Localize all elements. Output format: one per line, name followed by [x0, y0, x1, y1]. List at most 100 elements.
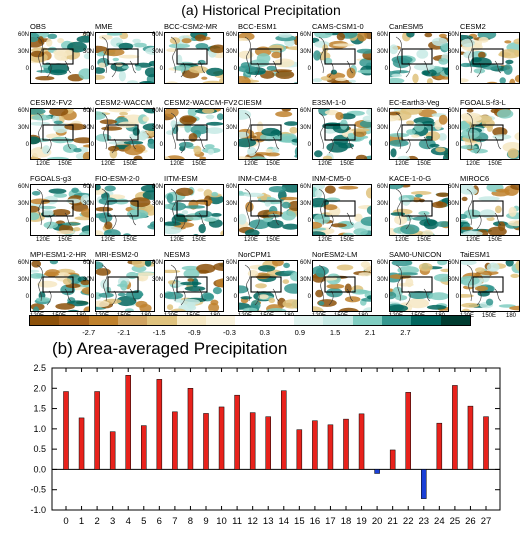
x-tick-label: 15: [294, 516, 305, 527]
map-panel: KACE-1-0-G 60N 30N 0 120E 150E: [377, 174, 449, 246]
latitude-label: 60N: [82, 260, 94, 266]
precipitation-map: [30, 260, 90, 312]
colorbar-segment: [323, 316, 353, 325]
averaging-box: [401, 124, 433, 141]
title-area-averaged-precipitation: (b) Area-averaged Precipitation: [52, 339, 288, 358]
latitude-label: 30N: [376, 201, 388, 207]
y-tick-label: 2.0: [33, 383, 46, 393]
longitude-label: 120E: [394, 237, 409, 243]
latitude-label: 30N: [376, 277, 388, 283]
latitude-label: 60N: [17, 108, 29, 114]
x-tick-label: 0: [63, 516, 68, 527]
latitude-label: 60N: [376, 108, 388, 114]
latitude-label: 0: [90, 294, 94, 300]
longitude-label: 150E: [265, 237, 280, 243]
map-panel: INM-CM5-0 60N 30N 0 120E 150E: [300, 174, 372, 246]
precipitation-map: [30, 32, 90, 84]
bar: [249, 412, 256, 470]
latitude-label: 60N: [447, 108, 459, 114]
averaging-box: [42, 48, 74, 65]
bar: [374, 469, 380, 474]
map-panel-label: MRI-ESM2-0: [95, 250, 139, 259]
latitude-label: 0: [159, 66, 163, 72]
latitude-label: 30N: [151, 201, 163, 207]
longitude-label: 150E: [416, 237, 431, 243]
averaging-box: [176, 48, 208, 65]
colorbar-segment: [264, 316, 294, 325]
latitude-label: 60N: [376, 32, 388, 38]
x-tick-label: 7: [172, 516, 177, 527]
longitude-label: 150E: [339, 237, 354, 243]
longitude-label: 120E: [465, 237, 480, 243]
latitude-label: 60N: [17, 184, 29, 190]
map-panel-label: TaiESM1: [460, 250, 491, 259]
longitude-label: 120E: [169, 161, 184, 167]
map-panel: FGOALS-g3 60N 30N 0 120E 150E: [18, 174, 90, 246]
y-tick-label: -0.5: [30, 485, 46, 495]
averaging-box: [107, 276, 139, 293]
latitude-label: 60N: [299, 32, 311, 38]
bar: [405, 392, 411, 470]
y-tick-label: 0.5: [33, 444, 46, 454]
bar: [141, 425, 147, 470]
map-panel-label: SAM0-UNICON: [389, 250, 442, 259]
x-tick-label: 11: [232, 516, 242, 527]
precipitation-map: [312, 260, 372, 312]
bar: [358, 413, 365, 470]
colorbar-segment: [30, 316, 60, 325]
precipitation-map: [95, 108, 155, 160]
bar: [312, 420, 318, 470]
map-panel: FGOALS-f3-L 60N 30N 0 120E 150E: [448, 98, 520, 170]
y-tick-label: 2.5: [33, 363, 46, 373]
map-panel-label: FGOALS-g3: [30, 174, 72, 183]
y-tick-label: 1.0: [33, 424, 46, 434]
colorbar-tick-label: 0.9: [294, 328, 306, 337]
longitude-label: 120E: [465, 161, 480, 167]
precipitation-map: [238, 260, 298, 312]
latitude-label: 30N: [376, 49, 388, 55]
longitude-label: 150E: [57, 237, 72, 243]
colorbar-tick-label: 1.5: [329, 328, 341, 337]
bar: [125, 375, 131, 470]
map-panel: MRI-ESM2-060N30N0120E150E180: [83, 250, 155, 322]
map-panel-label: BCC-ESM1: [238, 22, 277, 31]
map-panel: E3SM-1-0 60N 30N 0 120E 150E: [300, 98, 372, 170]
x-tick-label: 3: [110, 516, 115, 527]
map-panel: NESM360N30N0120E150E180: [152, 250, 224, 322]
longitude-label: 150E: [122, 237, 137, 243]
precipitation-map: [164, 260, 224, 312]
latitude-label: 0: [384, 218, 388, 224]
bar: [234, 394, 240, 470]
latitude-label: 0: [90, 142, 94, 148]
precipitation-map: [164, 184, 224, 236]
precipitation-map: [312, 184, 372, 236]
precipitation-map: [389, 184, 449, 236]
longitude-label: 150E: [487, 161, 502, 167]
map-panel: CESM2 60N 30N 0: [448, 22, 520, 94]
x-tick-label: 16: [310, 516, 321, 527]
latitude-label: 0: [159, 142, 163, 148]
longitude-label: 150E: [487, 237, 502, 243]
bar: [203, 413, 209, 470]
x-tick-label: 26: [465, 516, 476, 527]
averaging-box: [250, 276, 282, 293]
latitude-label: 30N: [299, 277, 311, 283]
colorbar-tick-label: -0.9: [187, 328, 201, 337]
map-panel-label: IITM-ESM: [164, 174, 198, 183]
x-tick-label: 23: [418, 516, 429, 527]
longitude-label: 120E: [317, 237, 332, 243]
map-panel-label: E3SM-1-0: [312, 98, 346, 107]
precipitation-map: [312, 32, 372, 84]
bar: [327, 424, 334, 470]
map-panel-label: FGOALS-f3-L: [460, 98, 506, 107]
bar: [281, 390, 287, 470]
latitude-label: 60N: [447, 184, 459, 190]
map-panel: CESM2-FV2 60N 30N 0 120E 150E: [18, 98, 90, 170]
bar: [343, 418, 349, 470]
longitude-label: 150E: [191, 161, 206, 167]
latitude-label: 0: [455, 66, 459, 72]
title-historical-precipitation: (a) Historical Precipitation: [181, 2, 341, 18]
latitude-label: 0: [25, 66, 29, 72]
latitude-label: 30N: [82, 201, 94, 207]
